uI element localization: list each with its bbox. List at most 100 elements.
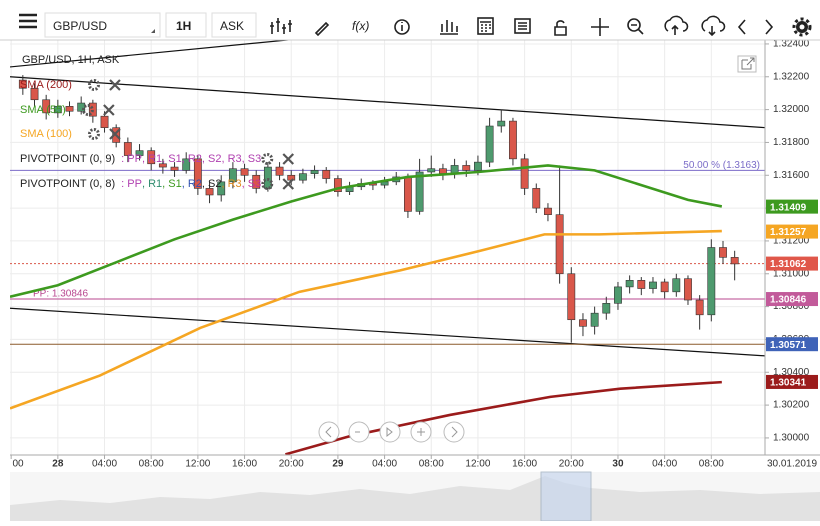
chart-title: GBP/USD, 1H, ASK (22, 54, 120, 66)
candle-body (404, 176, 412, 212)
settings-icon[interactable] (261, 178, 274, 190)
x-tick-label: 00 (12, 459, 24, 470)
nav-buttons[interactable] (318, 421, 465, 443)
menu-button[interactable] (19, 13, 37, 29)
settings-icon[interactable] (87, 128, 100, 140)
price-tag (766, 292, 818, 307)
settings-icon[interactable] (87, 79, 100, 91)
remove-icon[interactable] (109, 128, 121, 140)
candle-body (544, 207, 552, 215)
pivot-name: PIVOTPOINT (0, 9) (20, 153, 115, 165)
x-tick-label: 08:00 (699, 459, 724, 470)
x-tick-label: 20:00 (279, 459, 304, 470)
candle-body (30, 87, 39, 101)
legend-entry: SMA (55) (20, 104, 66, 116)
x-tick-label: 28 (52, 459, 64, 470)
candle-body (135, 150, 144, 156)
plot-area: 50.00 % (1.3163) PP: 1.30846 (10, 40, 765, 455)
remove-icon[interactable] (282, 178, 295, 190)
candle-body (263, 166, 272, 189)
x-tick-label: 04:00 (652, 459, 677, 470)
price-tag-label: 1.31257 (770, 227, 807, 238)
price-tag (766, 256, 818, 271)
navigator-window[interactable] (540, 471, 592, 522)
y-tick-label: 1.31000 (773, 268, 810, 279)
remove-icon[interactable] (282, 153, 295, 165)
pivot-part: : PP (121, 153, 142, 165)
candle-body (474, 161, 482, 171)
price-type-select[interactable] (211, 12, 257, 38)
dropdown-arrow (151, 29, 155, 33)
candle-body (637, 280, 646, 289)
x-tick-label: 12:00 (465, 459, 490, 470)
x-tick-label: 29 (332, 459, 344, 470)
level-label: PP: 1.30846 (33, 289, 88, 300)
candle-body (228, 168, 237, 183)
y-tick-label: 1.30400 (773, 367, 810, 378)
sma-line (10, 229, 722, 410)
remove-icon[interactable] (109, 79, 121, 91)
pivot-part: , S1 (162, 178, 182, 190)
settings-icon[interactable] (261, 153, 274, 165)
candle-body (509, 120, 517, 160)
candle-body (205, 188, 214, 196)
candle-body (625, 280, 634, 288)
y-tick-label: 1.31600 (773, 170, 810, 181)
legend-entry: SMA (200) (20, 79, 72, 91)
function-button[interactable]: f(x) (352, 19, 369, 33)
candle-body (170, 166, 179, 171)
candle-body (193, 158, 202, 189)
toolbar: GBP/USD 1H ASK f(x) (0, 0, 820, 41)
price-tag (766, 374, 818, 389)
pivot-part: , R3 (221, 178, 241, 190)
candle-body (298, 173, 307, 181)
candle-body (649, 281, 657, 289)
candle-body (123, 142, 132, 156)
toolbar-icons[interactable] (270, 15, 774, 37)
settings-icon[interactable] (81, 104, 94, 116)
pivot-part: , S2 (202, 178, 222, 190)
date-label: 30.01.2019 (767, 459, 817, 470)
y-tick-label: 1.31800 (773, 137, 810, 148)
candle-body (415, 171, 424, 212)
symbol-select[interactable] (44, 12, 161, 38)
price-tag (766, 337, 818, 352)
timeframe: 1H (176, 19, 191, 33)
y-tick-label: 1.32200 (773, 71, 810, 82)
candle-body (322, 170, 331, 179)
symbol: GBP/USD (53, 19, 107, 33)
candle-body (719, 247, 727, 258)
sma-line (10, 164, 723, 299)
candle-body (579, 319, 587, 327)
candle-body (602, 303, 611, 314)
candle-body (147, 150, 156, 165)
candle-body (567, 273, 576, 321)
candle-body (100, 115, 109, 128)
candle-body (65, 106, 74, 112)
candle-body (660, 281, 669, 293)
y-tick-label: 1.30800 (773, 301, 810, 312)
pivot-part: , R1 (142, 153, 162, 165)
popout-icon (741, 57, 755, 70)
navigator-area (10, 476, 820, 521)
candle-body (53, 106, 62, 114)
price-tag-label: 1.30571 (770, 340, 807, 351)
x-tick-label: 16:00 (232, 459, 257, 470)
pivot-part: , S3 (242, 153, 262, 165)
candle-body (462, 165, 471, 171)
remove-icon[interactable] (103, 104, 115, 116)
candle-body (158, 163, 167, 168)
settings-button[interactable] (792, 17, 812, 37)
x-tick-label: 12:00 (185, 459, 210, 470)
pivot-part: : PP (121, 178, 142, 190)
timeframe-select[interactable] (165, 12, 207, 38)
gear-hole (799, 24, 805, 30)
x-tick-label: 30 (612, 459, 624, 470)
y-tick-label: 1.32400 (773, 39, 810, 50)
gear-teeth (792, 17, 812, 37)
candle-body (77, 102, 86, 112)
y-tick-label: 1.31200 (773, 236, 810, 247)
price-tag-label: 1.30341 (770, 378, 807, 389)
